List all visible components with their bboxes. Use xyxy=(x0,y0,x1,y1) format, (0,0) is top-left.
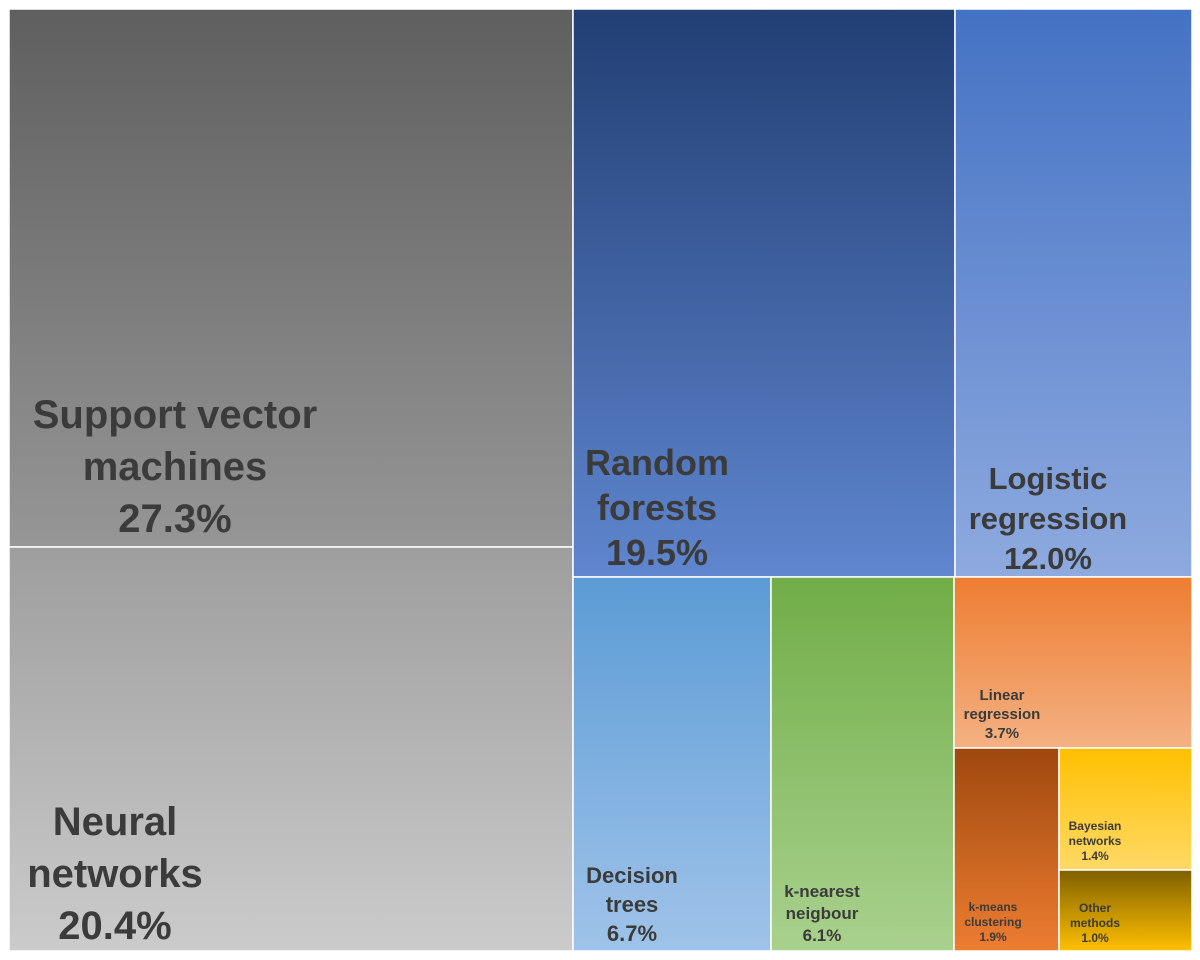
tile-rect-random-forests xyxy=(572,8,956,578)
tile-name-line: Bayesian xyxy=(1069,819,1122,833)
tile-random-forests: Random forests 19.5% xyxy=(572,8,956,578)
tile-label-decision-trees: Decision trees 6.7% xyxy=(586,863,678,946)
tile-name-line: regression xyxy=(964,706,1041,723)
tile-value-label: 1.4% xyxy=(1081,849,1109,863)
tile-name-line: neigbour xyxy=(786,904,859,923)
tile-linear-regression: Linear regression 3.7% xyxy=(953,576,1193,749)
tile-value-label: 20.4% xyxy=(58,904,171,948)
tile-name-line: Random xyxy=(585,442,729,483)
tile-name-line: Support vector xyxy=(33,393,317,437)
tile-name-line: regression xyxy=(969,501,1128,536)
tile-value-label: 6.1% xyxy=(803,926,842,945)
tile-value-label: 12.0% xyxy=(1004,541,1092,576)
tile-value-label: 6.7% xyxy=(607,921,657,946)
tile-value-label: 27.3% xyxy=(118,497,231,541)
tile-support-vector-machines: Support vector machines 27.3% xyxy=(8,8,574,548)
tile-label-k-means-clustering: k-means clustering 1.9% xyxy=(964,900,1021,944)
tile-label-linear-regression: Linear regression 3.7% xyxy=(964,687,1041,742)
tile-name-line: machines xyxy=(83,445,268,489)
tile-name-line: Linear xyxy=(979,687,1024,704)
tile-k-means-clustering: k-means clustering 1.9% xyxy=(953,747,1060,952)
tile-rect-logistic-regression xyxy=(954,8,1193,578)
tile-name-line: trees xyxy=(606,892,659,917)
tile-rect-neural-networks xyxy=(8,546,574,952)
tile-name-line: networks xyxy=(1069,834,1122,848)
tile-label-neural-networks: Neural networks 20.4% xyxy=(27,800,203,948)
tile-other-methods: Other methods 1.0% xyxy=(1058,869,1193,952)
tile-value-label: 1.9% xyxy=(979,930,1007,944)
tile-rect-other-methods xyxy=(1058,869,1193,952)
tile-value-label: 3.7% xyxy=(985,725,1019,742)
tile-rect-linear-regression xyxy=(953,576,1193,749)
tile-name-line: k-nearest xyxy=(784,882,860,901)
tile-rect-bayesian-networks xyxy=(1058,747,1193,871)
tile-rect-k-means-clustering xyxy=(953,747,1060,952)
tile-label-support-vector-machines: Support vector machines 27.3% xyxy=(33,393,317,541)
tile-label-random-forests: Random forests 19.5% xyxy=(585,442,729,573)
tile-label-k-nearest-neigbour: k-nearest neigbour 6.1% xyxy=(784,882,860,945)
tile-name-line: methods xyxy=(1070,916,1120,930)
tile-neural-networks: Neural networks 20.4% xyxy=(8,546,574,952)
tile-bayesian-networks: Bayesian networks 1.4% xyxy=(1058,747,1193,871)
tile-label-other-methods: Other methods 1.0% xyxy=(1070,901,1120,945)
tile-label-bayesian-networks: Bayesian networks 1.4% xyxy=(1069,819,1122,863)
tile-logistic-regression: Logistic regression 12.0% xyxy=(954,8,1193,578)
tile-k-nearest-neigbour: k-nearest neigbour 6.1% xyxy=(770,576,955,952)
tile-name-line: Other xyxy=(1079,901,1111,915)
tile-name-line: Decision xyxy=(586,863,678,888)
tile-name-line: Neural xyxy=(53,800,178,844)
tile-decision-trees: Decision trees 6.7% xyxy=(572,576,772,952)
tile-name-line: clustering xyxy=(964,915,1021,929)
tile-value-label: 19.5% xyxy=(606,532,708,573)
tile-rect-k-nearest-neigbour xyxy=(770,576,955,952)
treemap-tiles: Support vector machines 27.3% Neural network… xyxy=(8,8,1193,952)
tile-name-line: k-means xyxy=(969,900,1018,914)
tile-rect-decision-trees xyxy=(572,576,772,952)
tile-value-label: 1.0% xyxy=(1081,931,1109,945)
tile-name-line: Logistic xyxy=(989,461,1108,496)
tile-label-logistic-regression: Logistic regression 12.0% xyxy=(969,461,1128,576)
tile-rect-support-vector-machines xyxy=(8,8,574,548)
tile-name-line: forests xyxy=(597,487,717,528)
tile-name-line: networks xyxy=(27,852,203,896)
